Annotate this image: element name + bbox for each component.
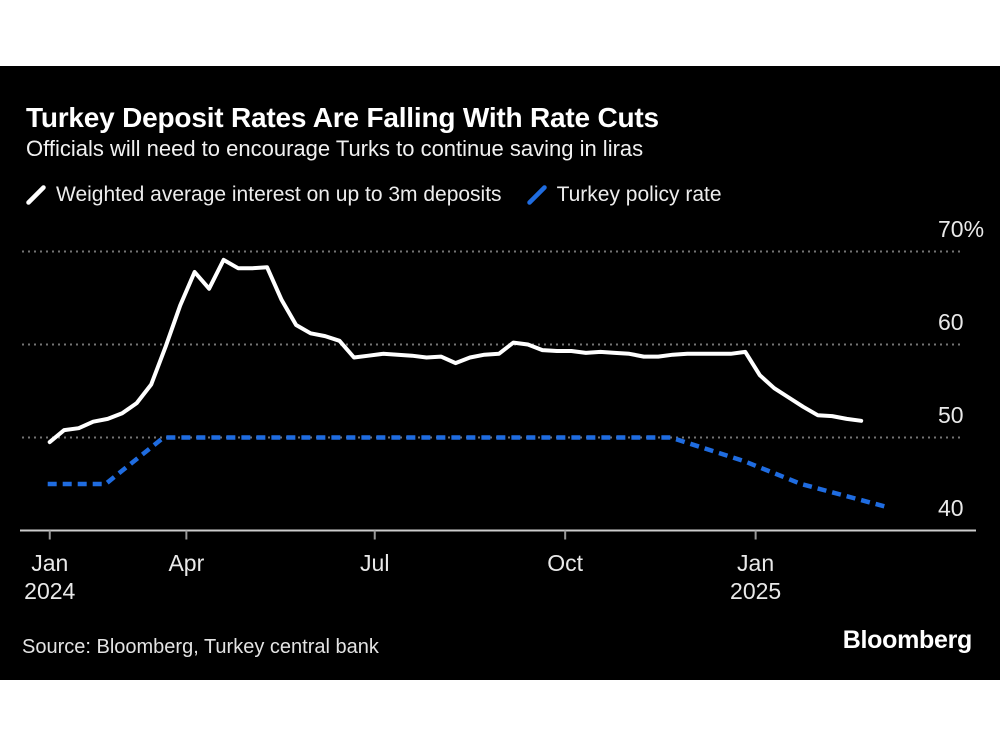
chart-card: Turkey Deposit Rates Are Falling With Ra… bbox=[0, 66, 1000, 680]
x-tick-year: 2025 bbox=[730, 578, 782, 604]
x-axis-label-0: Jan 2024 bbox=[24, 549, 75, 605]
y-axis-label-40: 40 bbox=[938, 494, 964, 521]
x-tick-month: Apr bbox=[168, 550, 205, 576]
source-note: Source: Bloomberg, Turkey central bank bbox=[22, 636, 379, 658]
x-axis-label-4: Jan 2025 bbox=[730, 549, 781, 605]
legend-label-deposit-rate: Weighted average interest on up to 3m de… bbox=[56, 183, 502, 206]
x-tick-year: 2024 bbox=[24, 578, 76, 604]
y-axis-label-70: 70% bbox=[938, 215, 985, 242]
x-tick-month: Jan bbox=[31, 550, 69, 576]
x-axis-label-2: Jul bbox=[360, 549, 389, 577]
legend-item-policy-rate: Turkey policy rate bbox=[526, 183, 722, 207]
blue-slash-icon bbox=[526, 185, 547, 205]
bloomberg-logo: Bloomberg bbox=[842, 626, 973, 654]
x-axis-label-3: Oct bbox=[547, 549, 583, 577]
line-chart-plot bbox=[20, 250, 976, 540]
white-slash-icon bbox=[26, 185, 46, 205]
chart-legend: Weighted average interest on up to 3m de… bbox=[25, 183, 722, 207]
legend-item-deposit-rate: Weighted average interest on up to 3m de… bbox=[25, 183, 502, 207]
y-axis-label-60: 60 bbox=[938, 308, 964, 335]
chart-subtitle: Officials will need to encourage Turks t… bbox=[26, 136, 644, 161]
y-axis-label-50: 50 bbox=[938, 401, 964, 428]
x-tick-month: Jan bbox=[737, 550, 775, 576]
legend-label-policy-rate: Turkey policy rate bbox=[556, 183, 722, 206]
x-axis-label-1: Apr bbox=[168, 549, 204, 577]
x-tick-month: Jul bbox=[360, 550, 390, 576]
x-tick-month: Oct bbox=[547, 550, 584, 576]
chart-title: Turkey Deposit Rates Are Falling With Ra… bbox=[26, 102, 659, 133]
